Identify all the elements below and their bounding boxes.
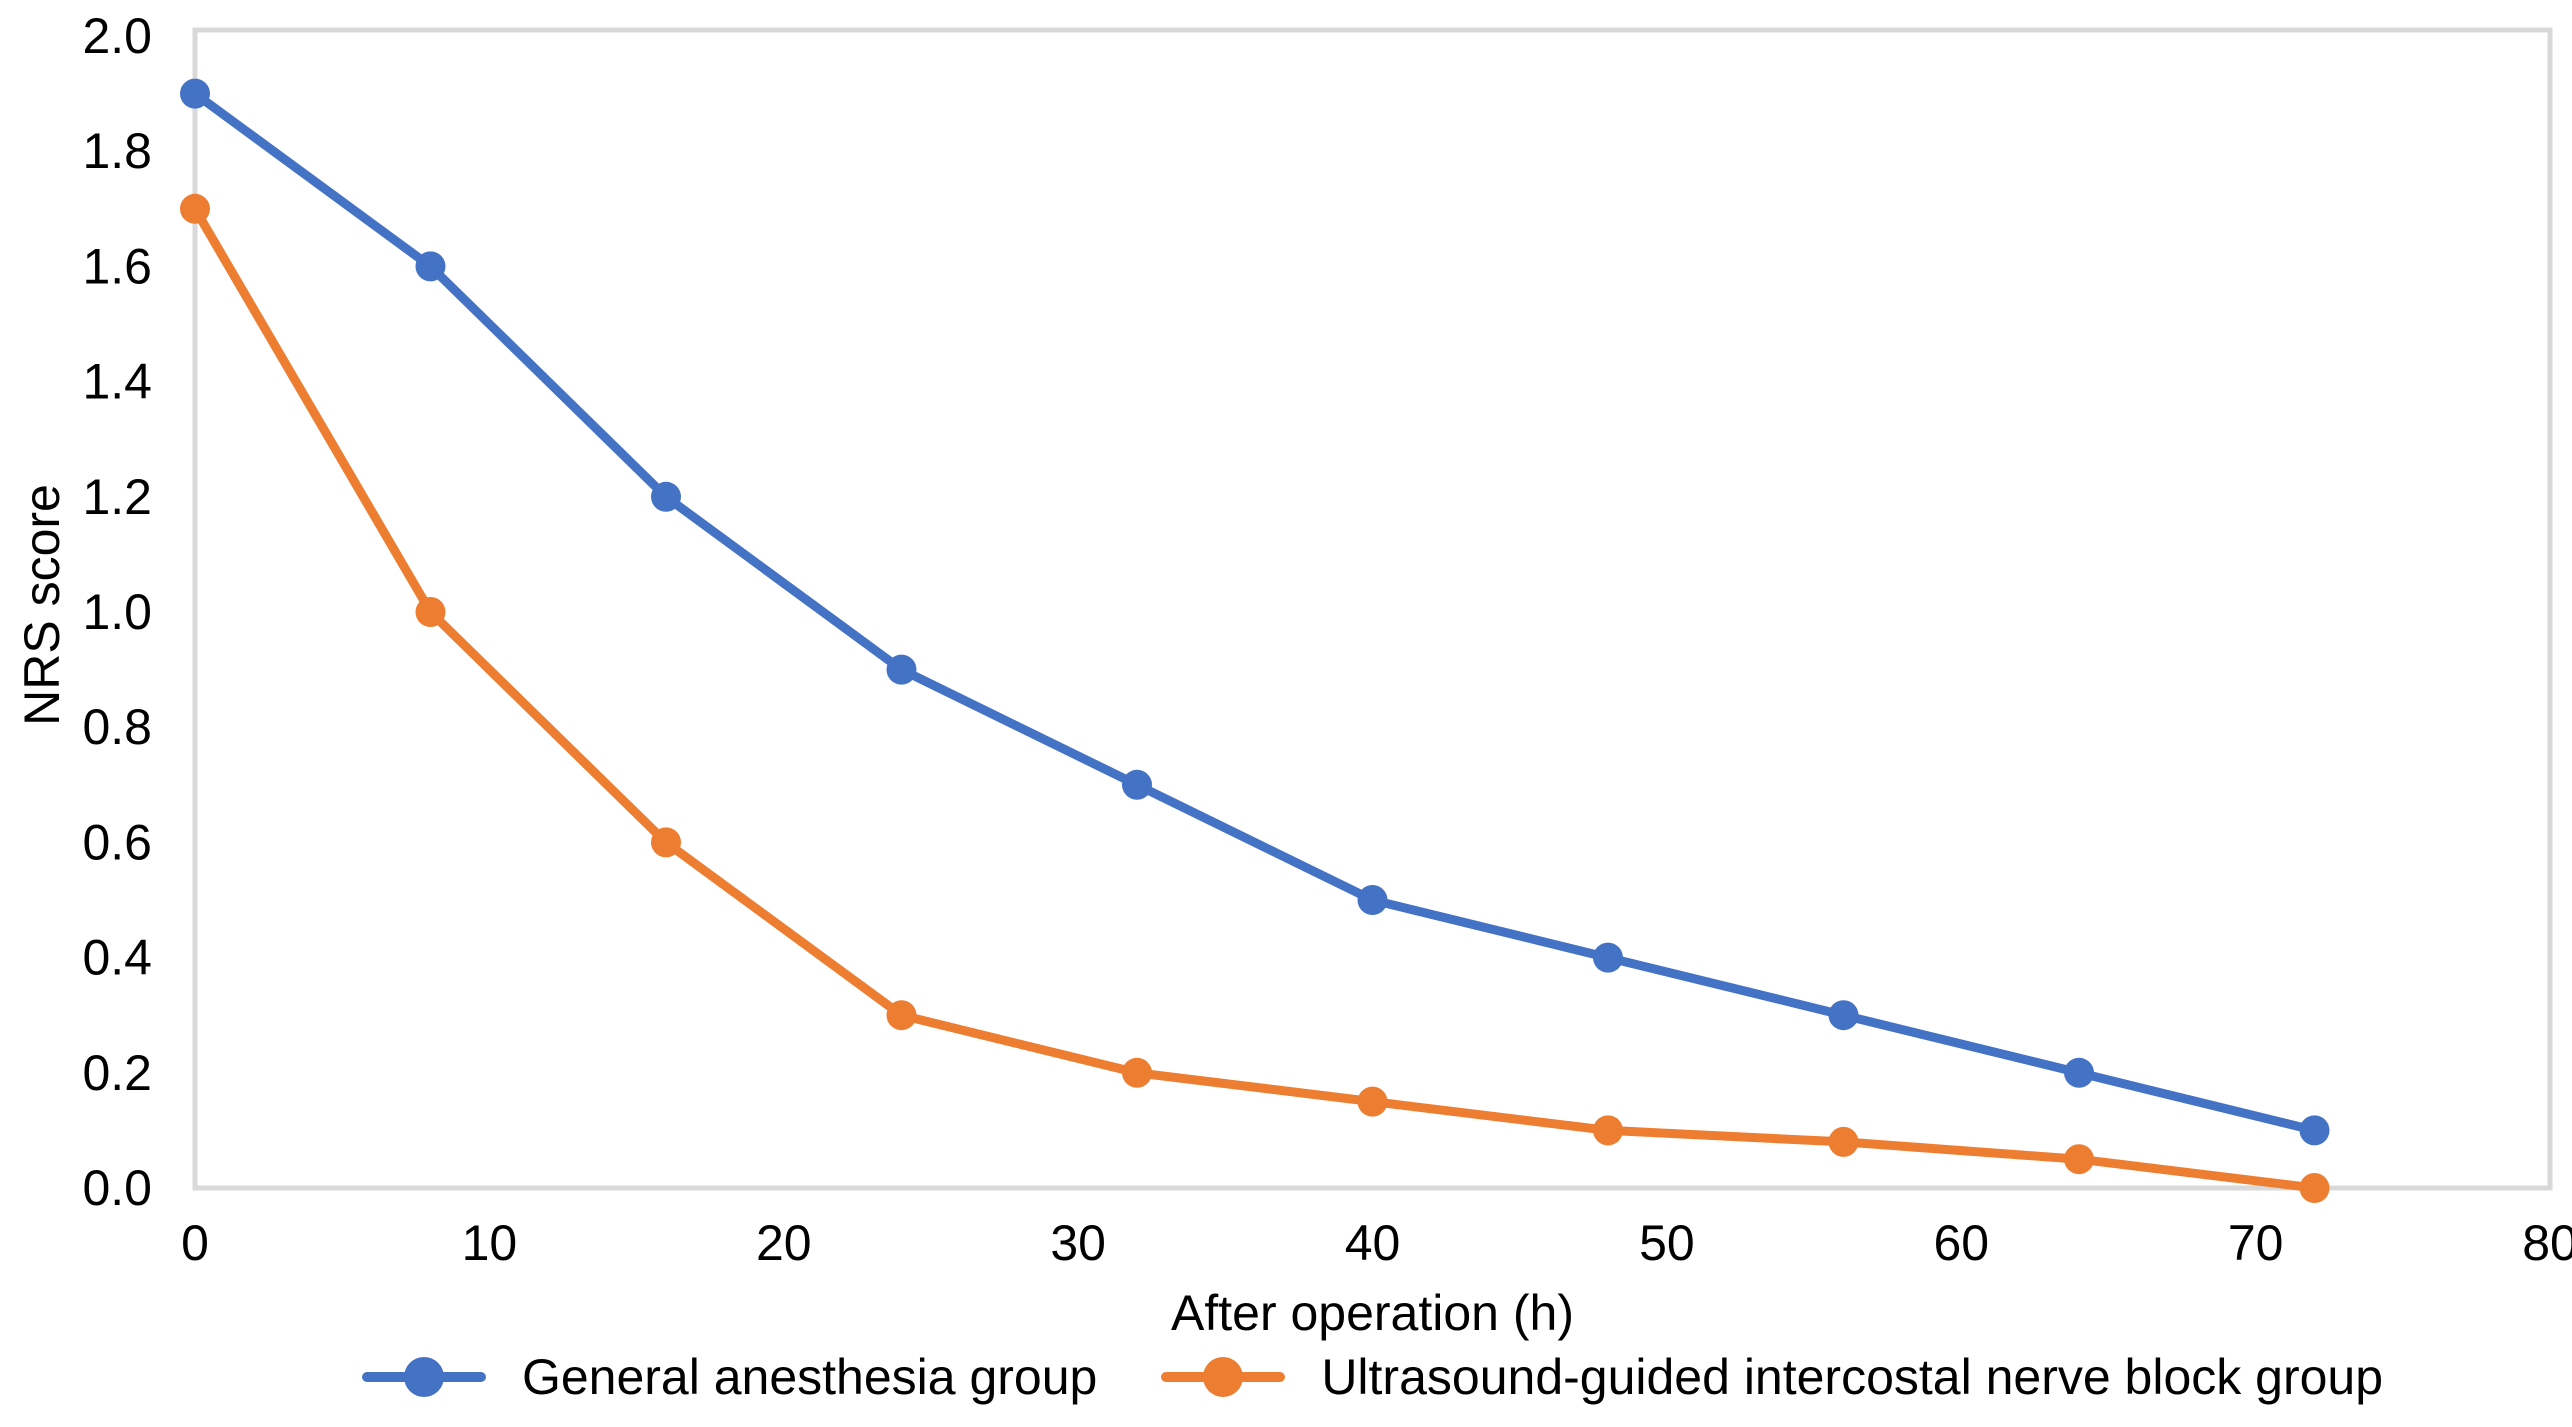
x-tick-label: 10 [462, 1215, 518, 1271]
legend-label: General anesthesia group [521, 1349, 1098, 1405]
data-point [886, 1000, 917, 1031]
data-point [415, 597, 446, 627]
plot-border [192, 27, 2553, 1191]
legend: General anesthesia group Ultrasound-guid… [195, 1348, 2550, 1406]
x-tick-label: 70 [2228, 1215, 2284, 1271]
legend-item-ultrasound-block: Ultrasound-guided intercostal nerve bloc… [1161, 1348, 2383, 1406]
y-tick-label: 0.2 [82, 1045, 152, 1101]
legend-line-dot-icon [361, 1353, 486, 1401]
legend-label: Ultrasound-guided intercostal nerve bloc… [1321, 1349, 2384, 1405]
data-point [415, 251, 446, 282]
data-point [180, 78, 210, 109]
y-tick-label: 0.4 [82, 930, 152, 986]
legend-line-dot-icon [1161, 1353, 1286, 1401]
series-line-1 [190, 204, 2319, 1193]
data-point [1357, 885, 1388, 915]
x-tick-label: 30 [1050, 1215, 1106, 1271]
legend-item-general-anesthesia: General anesthesia group [361, 1348, 1098, 1406]
data-point [651, 481, 681, 512]
y-tick-label: 1.0 [82, 584, 152, 640]
x-tick-label: 80 [2522, 1215, 2572, 1271]
series-line-0 [190, 89, 2319, 1135]
y-tick-label: 0.0 [82, 1160, 152, 1216]
y-tick-label: 1.6 [82, 238, 152, 294]
data-point [1357, 1086, 1388, 1117]
x-axis-title: After operation (h) [1171, 1285, 1574, 1341]
x-tick-label: 60 [1933, 1215, 1989, 1271]
data-point [651, 827, 681, 858]
x-tick-label: 20 [756, 1215, 812, 1271]
data-point [1593, 942, 1623, 973]
data-point [180, 193, 210, 224]
data-point [1828, 1126, 1859, 1157]
data-point [2064, 1057, 2094, 1088]
y-tick-label: 1.8 [82, 123, 152, 179]
y-tick-label: 1.4 [82, 354, 152, 410]
x-tick-label: 50 [1639, 1215, 1695, 1271]
data-point [1593, 1115, 1623, 1146]
data-point [1122, 769, 1152, 800]
x-tick-label: 40 [1345, 1215, 1401, 1271]
data-point [2299, 1173, 2330, 1203]
data-point [2064, 1144, 2094, 1175]
y-tick-label: 1.2 [82, 469, 152, 525]
data-point [886, 654, 917, 685]
x-tick-label: 0 [181, 1215, 209, 1271]
data-point [1828, 1000, 1859, 1031]
data-point [1122, 1057, 1152, 1088]
data-point [2299, 1115, 2330, 1146]
y-tick-label: 0.6 [82, 814, 152, 870]
y-tick-label: 0.8 [82, 699, 152, 755]
y-tick-label: 2.0 [82, 8, 152, 64]
